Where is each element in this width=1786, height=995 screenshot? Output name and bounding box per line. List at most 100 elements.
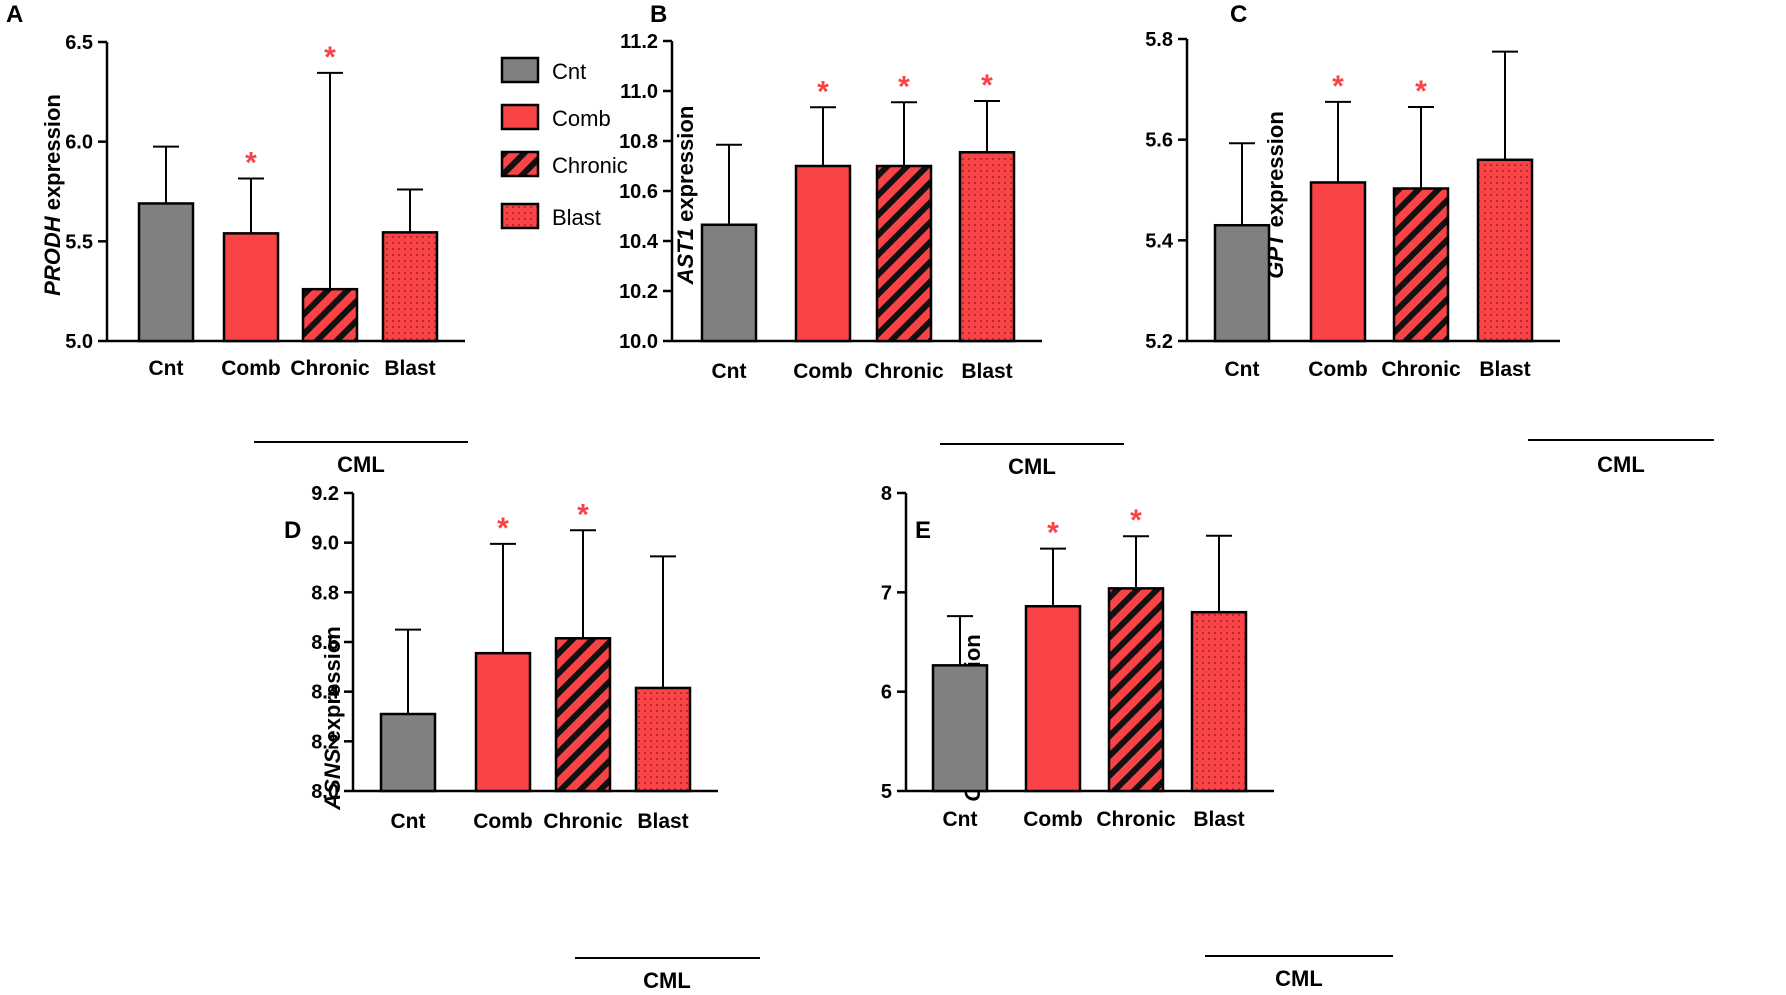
- panel-b-star-blast: *: [981, 69, 993, 102]
- panel-b-y-tick-label: 10.2: [619, 281, 658, 303]
- panel-b-star-chronic: *: [898, 70, 910, 103]
- panel-a-group-label: CML: [337, 452, 385, 477]
- panel-a-bar-comb: [222, 232, 280, 343]
- legend-label-blast: Blast: [552, 205, 601, 230]
- panel-b-x-label-chronic: Chronic: [864, 360, 944, 383]
- panel-a-bar-blast: [381, 231, 439, 343]
- panel-c-bar-cnt: [1213, 223, 1271, 343]
- legend-label-chronic: Chronic: [552, 153, 628, 178]
- panel-d-y-tick-label: 9.0: [311, 533, 339, 555]
- panel-d-group-label: CML: [643, 968, 691, 993]
- panel-b-ylabel-suffix: expression: [673, 106, 698, 228]
- legend: Cnt Comb Chronic Blast: [500, 56, 628, 230]
- panel-e-x-label-cnt: Cnt: [943, 808, 978, 831]
- panel-d-star-comb: *: [497, 512, 509, 545]
- panel-e-x-label-blast: Blast: [1193, 808, 1244, 831]
- legend-swatch-cnt: [500, 56, 540, 84]
- panel-c-x-label-blast: Blast: [1479, 358, 1530, 381]
- panel-c-x-label-comb: Comb: [1308, 358, 1368, 381]
- panel-e: E CTH expression 5678Cnt*Comb*ChronicBla…: [881, 483, 1393, 991]
- panel-a-y-tick-label: 6.5: [65, 32, 93, 54]
- panel-letter-e: E: [915, 517, 931, 544]
- panel-e-y-tick-label: 7: [881, 582, 892, 604]
- panel-a-y-tick-label: 5.5: [65, 231, 93, 253]
- panel-b-y-tick-label: 10.0: [619, 331, 658, 353]
- panel-d-bar-blast: [634, 686, 692, 793]
- panel-e-bar-chronic: [1107, 587, 1165, 793]
- panel-e-bar-blast: [1190, 610, 1248, 793]
- panel-e-bar-cnt: [931, 664, 989, 793]
- panel-b: B AST1 expression 10.0 10.2 10.4 10.6 10.8 11…: [619, 1, 1124, 479]
- panel-d-x-label-comb: Comb: [473, 810, 533, 833]
- panel-d-y-tick-label: 8.2: [311, 731, 339, 753]
- panel-b-ylabel: AST1 expression: [673, 106, 698, 286]
- panel-d-ylabel-suffix: expression: [320, 626, 345, 748]
- panel-a-x-label-chronic: Chronic: [290, 357, 370, 380]
- panel-d-bar-comb: [474, 651, 532, 793]
- panel-a-ylabel-suffix: expression: [40, 94, 65, 216]
- panel-d-x-label-cnt: Cnt: [391, 810, 426, 833]
- panel-c-x-label-cnt: Cnt: [1225, 358, 1260, 381]
- legend-swatch-chronic: [500, 150, 540, 178]
- panel-c-bar-chronic: [1392, 187, 1450, 343]
- panel-b-bar-cnt: [700, 223, 758, 343]
- legend-label-cnt: Cnt: [552, 59, 586, 84]
- panel-letter-b: B: [650, 1, 667, 28]
- panel-a-bar-chronic: [301, 287, 359, 343]
- panel-a-ylabel-gene: PRODH: [40, 215, 65, 296]
- panel-d-x-label-chronic: Chronic: [543, 810, 623, 833]
- panel-d-ylabel-gene: ASNS: [320, 748, 345, 810]
- panel-e-plot: 5 6 7 8 Cnt * Comb * Chronic Blast: [881, 483, 1274, 831]
- panel-d-bar-chronic: [554, 637, 612, 793]
- panel-a-y-tick-label: 6.0: [65, 132, 93, 154]
- panel-letter-a: A: [6, 1, 23, 28]
- panel-b-y-tick-label: 11.0: [620, 81, 658, 103]
- panel-c-star-chronic: *: [1415, 75, 1427, 108]
- panel-d-y-tick-label: 8.0: [311, 781, 339, 803]
- panel-b-x-label-cnt: Cnt: [712, 360, 747, 383]
- panel-e-group-label: CML: [1275, 966, 1323, 991]
- panel-b-plot: 10.0 10.2 10.4 10.6 10.8 11.0 11.2 Cnt * Comb * Chr…: [619, 31, 1042, 383]
- panel-a-ylabel: PRODH expression: [40, 94, 65, 296]
- panel-d: D ASNS expression 8.0 8.2 8.4 8.6 8.8 9.0 9.2 C…: [284, 483, 760, 993]
- panel-a-x-label-comb: Comb: [221, 357, 281, 380]
- panel-e-y-tick-label: 5: [881, 781, 892, 803]
- panel-d-y-tick-label: 8.6: [311, 632, 339, 654]
- panel-c-y-tick-label: 5.6: [1145, 130, 1173, 152]
- panel-c-ylabel-suffix: expression: [1263, 111, 1288, 233]
- panel-e-x-label-comb: Comb: [1023, 808, 1083, 831]
- panel-b-y-tick-label: 10.6: [619, 181, 658, 203]
- panel-b-group-label: CML: [1008, 454, 1056, 479]
- panel-d-y-tick-label: 8.8: [311, 582, 339, 604]
- panel-b-bar-comb: [794, 164, 852, 343]
- panel-d-y-tick-label: 8.4: [311, 682, 340, 704]
- panel-d-x-label-blast: Blast: [637, 810, 688, 833]
- panel-b-y-tick-label: 11.2: [620, 31, 658, 53]
- panel-c: C GPT expression 5.25.45.65.8Cnt*Comb*Ch…: [1145, 1, 1714, 477]
- panel-letter-d: D: [284, 517, 301, 544]
- panel-d-plot: 8.0 8.2 8.4 8.6 8.8 9.0 9.2 Cnt * Comb * Chronic Bla…: [311, 483, 718, 833]
- panel-e-bar-comb: [1024, 604, 1082, 793]
- panel-c-y-tick-label: 5.2: [1145, 331, 1173, 353]
- panel-c-plot: 5.2 5.4 5.6 5.8 Cnt * Comb * Chronic Blast: [1145, 29, 1560, 381]
- panel-b-bar-chronic: [875, 164, 933, 343]
- panel-b-ylabel-gene: AST1: [673, 228, 698, 285]
- panel-c-y-tick-label: 5.8: [1145, 29, 1173, 51]
- panel-a-star-chronic: *: [324, 41, 336, 74]
- panel-e-star-comb: *: [1047, 517, 1059, 550]
- panel-c-x-label-chronic: Chronic: [1381, 358, 1461, 381]
- panel-c-group-label: CML: [1597, 452, 1645, 477]
- panel-a: A PRODH expression 5.0 5.5 6.0 6.5 Cnt * Comb *…: [6, 1, 468, 477]
- panel-b-x-label-blast: Blast: [961, 360, 1012, 383]
- panel-d-star-chronic: *: [577, 498, 589, 531]
- panel-a-x-label-cnt: Cnt: [149, 357, 184, 380]
- panel-d-ylabel: ASNS expression: [320, 626, 345, 810]
- legend-swatch-blast: [500, 202, 540, 230]
- panel-d-bar-cnt: [379, 712, 437, 793]
- panel-e-y-tick-label: 6: [881, 682, 892, 704]
- panel-b-star-comb: *: [817, 75, 829, 108]
- panel-e-y-tick-label: 8: [881, 483, 892, 505]
- panel-a-bar-cnt: [137, 202, 195, 343]
- panel-d-y-tick-label: 9.2: [311, 483, 339, 505]
